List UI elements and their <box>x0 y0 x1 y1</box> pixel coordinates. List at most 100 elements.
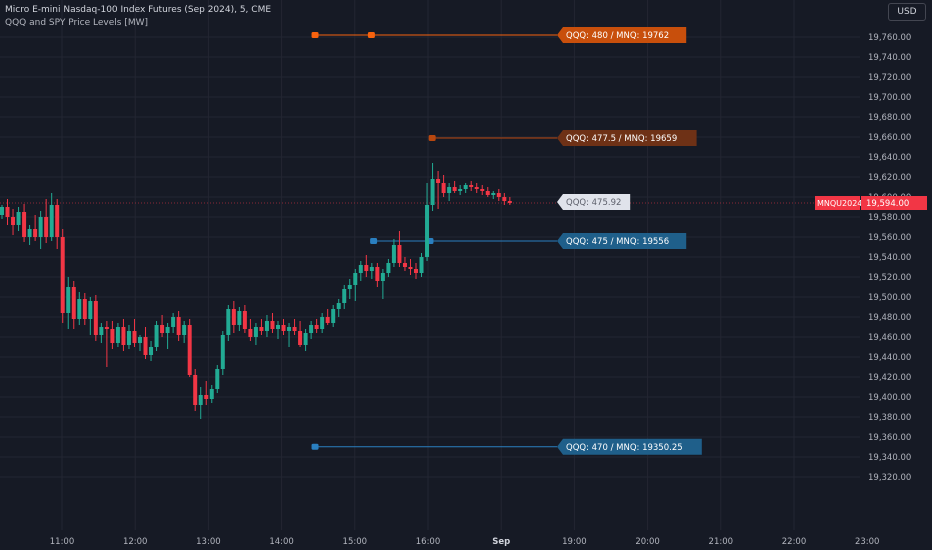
indicator-title[interactable]: QQQ and SPY Price Levels [MW] <box>5 18 149 28</box>
candle-body <box>44 217 49 237</box>
candle <box>99 323 104 343</box>
candle <box>314 319 319 333</box>
price-tick-label: 19,360.00 <box>868 433 911 443</box>
candle <box>82 293 87 325</box>
price-levels: QQQ: 480 / MNQ: 19762 QQQ: 477.5 / MNQ: 1… <box>0 27 860 455</box>
last-price-label: 19,594.00 <box>866 199 909 209</box>
candle <box>342 285 347 309</box>
candle <box>209 385 214 403</box>
candle <box>193 369 198 411</box>
price-tick-label: 19,440.00 <box>868 353 911 363</box>
candlestick-series <box>0 163 512 419</box>
candle-body <box>93 301 98 335</box>
candle <box>231 301 236 333</box>
currency-button[interactable]: USD <box>888 3 926 21</box>
current-qqq-label-background <box>557 194 631 210</box>
candle <box>110 321 115 349</box>
level-anchor-marker <box>370 238 378 244</box>
time-tick-label: 13:00 <box>196 537 221 547</box>
candle-body <box>88 301 93 319</box>
candle-body <box>0 207 4 215</box>
candle-body <box>414 269 418 273</box>
candle-body <box>469 185 474 187</box>
candle <box>391 239 396 267</box>
candle <box>485 187 490 197</box>
candle-body <box>436 179 441 183</box>
candle-body <box>314 325 319 329</box>
candle-body <box>502 197 507 201</box>
time-tick-label: 20:00 <box>635 537 660 547</box>
candle-body <box>193 375 198 405</box>
candle <box>187 319 192 377</box>
candle-body <box>491 193 496 195</box>
time-tick-label: Sep <box>492 537 510 547</box>
level-label: QQQ: 480 / MNQ: 19762 <box>566 31 669 41</box>
candle <box>126 325 131 349</box>
level-anchor-marker <box>367 32 375 38</box>
level-label: QQQ: 470 / MNQ: 19350.25 <box>566 443 683 453</box>
current-qqq-label-group: QQQ: 475.92 <box>557 194 631 210</box>
price-level-line: QQQ: 475 / MNQ: 19556 <box>370 233 687 249</box>
candle-body <box>325 317 330 323</box>
candle <box>331 305 336 327</box>
candle <box>463 183 468 193</box>
time-tick-label: 21:00 <box>709 537 734 547</box>
candle <box>287 323 292 347</box>
price-axis[interactable]: 19,760.00 19,740.00 19,720.00 19,700.00 19,6… <box>815 0 932 550</box>
candle <box>408 259 413 275</box>
candle-body <box>276 325 280 329</box>
symbol-title[interactable]: Micro E-mini Nasdaq-100 Index Futures (S… <box>5 5 272 15</box>
candle <box>182 321 187 343</box>
candle-body <box>176 317 181 335</box>
candle-body <box>104 327 109 329</box>
symbol-tag-background <box>815 196 860 210</box>
candle-body <box>309 325 314 333</box>
candle <box>336 299 341 317</box>
time-tick-label: 11:00 <box>50 537 75 547</box>
level-anchor-marker <box>311 32 319 38</box>
price-tick-label: 19,460.00 <box>868 333 911 343</box>
candle <box>380 269 385 299</box>
candle-body <box>27 229 32 237</box>
candle-body <box>11 217 16 225</box>
candle-body <box>264 321 269 331</box>
candle <box>347 279 352 299</box>
candle-body <box>242 311 247 329</box>
candle-body <box>287 327 292 331</box>
price-tick-label: 19,660.00 <box>868 133 911 143</box>
candle-body <box>121 327 126 345</box>
current-qqq-label: QQQ: 475.92 <box>566 198 621 208</box>
candle <box>358 261 363 281</box>
price-tick-label: 19,680.00 <box>868 113 911 123</box>
candle <box>0 205 4 219</box>
candle <box>143 327 148 359</box>
candle <box>88 297 93 335</box>
level-label-background <box>557 27 687 43</box>
candle-body <box>447 187 452 193</box>
candle <box>298 321 303 347</box>
candle <box>447 183 452 201</box>
candle <box>320 313 325 333</box>
price-tick-label: 19,740.00 <box>868 53 911 63</box>
candle <box>458 185 463 195</box>
price-tick-label: 19,340.00 <box>868 453 911 463</box>
price-axis-background <box>860 0 932 550</box>
price-tick-label: 19,480.00 <box>868 313 911 323</box>
candle <box>474 183 479 193</box>
candle-body <box>22 212 27 237</box>
candle <box>436 171 441 209</box>
level-label-background <box>557 130 697 146</box>
candle <box>93 295 98 341</box>
time-axis[interactable]: 11:00 12:00 13:00 14:00 15:00 16:00 Sep 19:00 20… <box>0 530 879 550</box>
price-tick-label: 19,560.00 <box>868 233 911 243</box>
candle-body <box>71 287 76 319</box>
candle <box>27 225 32 245</box>
candle-body <box>253 327 258 337</box>
candle-body <box>347 285 352 289</box>
price-tick-label: 19,420.00 <box>868 373 911 383</box>
candle-body <box>110 329 115 343</box>
candle <box>5 199 10 225</box>
candle-body <box>364 265 369 271</box>
candle-body <box>474 187 479 189</box>
